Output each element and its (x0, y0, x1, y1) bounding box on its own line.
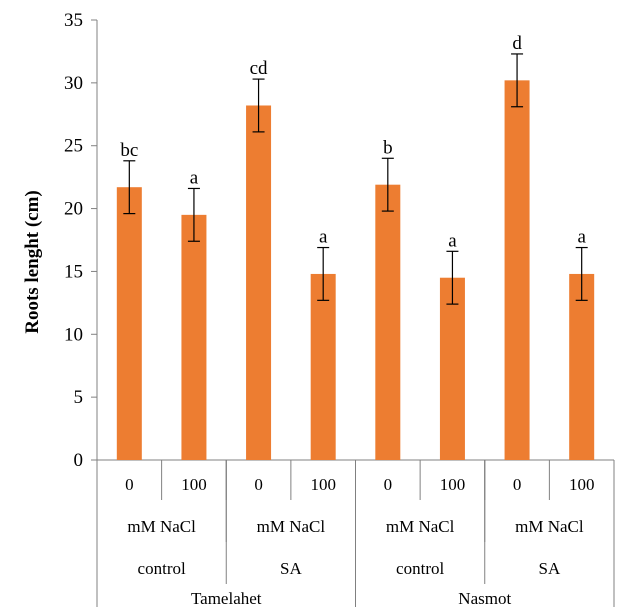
x-axis-categories: 0 100 0 100 0 100 0 100 mM NaCl mM NaCl mM NaCl mM … (96, 460, 615, 607)
x-group-label: control (138, 559, 186, 578)
bar (181, 214, 207, 460)
bar (246, 105, 272, 460)
error-bar (187, 187, 200, 242)
bar (504, 80, 530, 460)
y-tick-label: 5 (74, 387, 84, 408)
axes: 0 5 10 15 20 25 30 35 (64, 10, 614, 471)
error-bar (252, 78, 265, 133)
significance-letter: a (448, 230, 457, 251)
y-axis-label: Roots lenght (cm) (22, 190, 43, 334)
significance-letter: a (319, 227, 328, 248)
x-group-label: Tamelahet (191, 589, 262, 607)
x-group-label: mM NaCl (386, 517, 455, 536)
x-group-label: control (396, 559, 444, 578)
y-tick-label: 35 (64, 10, 83, 31)
y-tick-label: 20 (64, 199, 83, 220)
x-group-label: mM NaCl (257, 517, 326, 536)
bar (375, 184, 401, 460)
significance-letter: bc (120, 140, 138, 161)
y-tick-label: 30 (64, 73, 83, 94)
x-group-label: Nasmot (458, 589, 511, 607)
error-bars (123, 53, 588, 305)
y-tick-label: 15 (64, 261, 83, 282)
y-tick-label: 10 (64, 324, 83, 345)
significance-letter: d (512, 33, 522, 54)
significance-letters: bc a cd a b a d a (120, 33, 586, 251)
significance-letter: a (190, 167, 199, 188)
y-tick-label: 0 (74, 450, 84, 471)
x-tick-label: 0 (384, 475, 393, 494)
error-bar (511, 53, 524, 108)
x-group-label: SA (539, 559, 561, 578)
x-tick-label: 0 (513, 475, 522, 494)
error-bar (123, 160, 136, 215)
error-bar (381, 157, 394, 212)
x-tick-label: 0 (254, 475, 263, 494)
x-tick-label: 0 (125, 475, 134, 494)
x-tick-label: 100 (181, 475, 207, 494)
bar (310, 273, 336, 460)
bar (569, 273, 595, 460)
error-bar (317, 246, 330, 301)
y-tick-label: 25 (64, 136, 83, 157)
x-tick-label: 100 (440, 475, 466, 494)
x-group-label: SA (280, 559, 302, 578)
x-group-label: mM NaCl (515, 517, 584, 536)
bar (439, 277, 465, 460)
x-group-label: mM NaCl (127, 517, 196, 536)
bar (116, 187, 142, 460)
x-tick-label: 100 (310, 475, 336, 494)
error-bar (446, 250, 459, 305)
significance-letter: b (383, 137, 393, 158)
error-bar (575, 246, 588, 301)
significance-letter: cd (250, 58, 268, 79)
significance-letter: a (577, 227, 586, 248)
bars (116, 80, 595, 460)
x-tick-label: 100 (569, 475, 595, 494)
